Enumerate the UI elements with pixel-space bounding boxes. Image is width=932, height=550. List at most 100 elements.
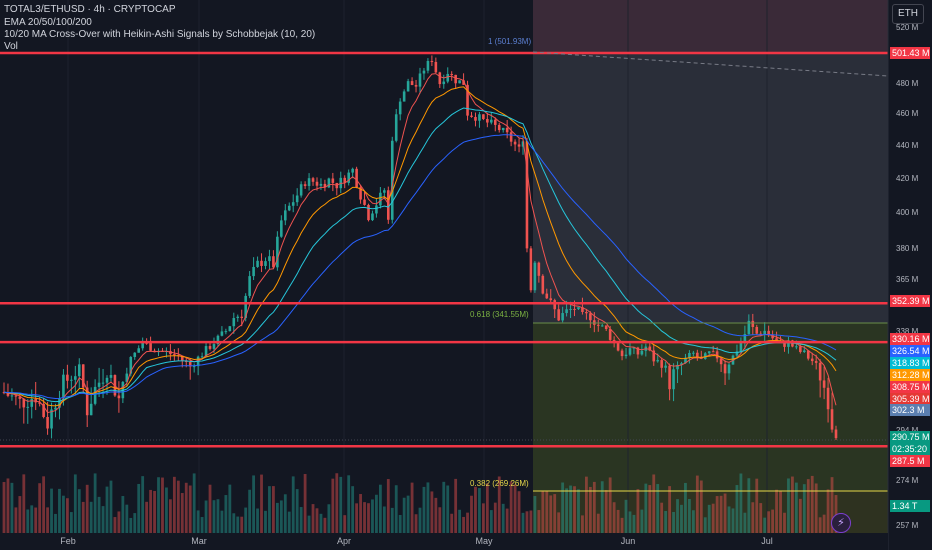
candle-body	[795, 346, 798, 348]
volume-bar	[42, 476, 46, 533]
price-tag: 318.83 M	[890, 357, 930, 369]
candle-body	[125, 373, 129, 382]
volume-bar	[26, 509, 30, 533]
candle-body	[347, 172, 350, 183]
volume-bar	[46, 507, 49, 533]
candle-body	[81, 364, 85, 388]
candle-body	[319, 183, 323, 186]
volume-bar	[561, 482, 565, 533]
volume-bar	[10, 482, 14, 533]
volume-bar	[612, 502, 616, 533]
candle-body	[814, 361, 818, 363]
candle-body	[826, 387, 830, 410]
volume-bar	[232, 513, 236, 533]
volume-bar	[93, 473, 97, 533]
candle-body	[723, 364, 727, 374]
volume-bar	[481, 503, 485, 533]
candle-body	[89, 403, 93, 416]
candle-body	[775, 338, 778, 341]
candle-body	[30, 398, 34, 407]
signals-indicator-label[interactable]: 10/20 MA Cross-Over with Heikin-Ashi Sig…	[4, 29, 316, 40]
volume-bar	[640, 509, 644, 533]
candle-body	[204, 346, 208, 357]
candle-body	[252, 266, 255, 277]
volume-bar	[660, 502, 664, 533]
candle-body	[22, 398, 26, 408]
ema-indicator-label[interactable]: EMA 20/50/100/200	[4, 17, 92, 28]
volume-bar	[588, 486, 592, 533]
candle-body	[589, 313, 592, 321]
volume-bar	[363, 502, 366, 533]
time-axis[interactable]	[0, 533, 888, 550]
candle-body	[755, 326, 759, 334]
volume-bar	[208, 484, 212, 533]
volume-bar	[315, 508, 319, 533]
symbol-title[interactable]: TOTAL3/ETHUSD · 4h · CRYPTOCAP	[4, 4, 176, 15]
volume-bar	[759, 503, 763, 533]
volume-bar	[303, 474, 307, 533]
x-tick-label: Feb	[60, 536, 76, 546]
candle-body	[470, 115, 473, 117]
volume-bar	[474, 486, 477, 533]
volume-bar	[798, 498, 802, 533]
trend-projection-line[interactable]	[532, 51, 889, 77]
x-tick-label: Jul	[761, 536, 773, 546]
volume-bar	[505, 508, 509, 533]
volume-bar	[244, 507, 248, 533]
price-tag: 352.39 M	[890, 295, 930, 307]
candle-body	[315, 181, 319, 186]
candle-body	[129, 356, 133, 374]
candle-body	[680, 363, 683, 365]
currency-button[interactable]: ETH	[892, 4, 924, 24]
candle-body	[684, 357, 687, 364]
candle-body	[105, 377, 109, 383]
candle-body	[406, 81, 410, 92]
volume-bar	[30, 505, 34, 533]
candle-body	[351, 168, 354, 173]
volume-bar	[454, 478, 458, 533]
volume-bar	[307, 515, 311, 533]
volume-bar	[414, 514, 418, 533]
candle-body	[10, 395, 14, 397]
candle-body	[810, 358, 814, 362]
candle-body	[323, 183, 327, 188]
volume-bar	[608, 477, 612, 533]
y-tick-label: 480 M	[896, 79, 919, 88]
candle-body	[54, 407, 57, 410]
candle-body	[719, 358, 723, 365]
volume-bar	[755, 478, 759, 533]
volume-indicator-label[interactable]: Vol	[4, 41, 18, 52]
candle-body	[208, 346, 212, 349]
candle-body	[426, 61, 430, 71]
volume-bar	[636, 489, 640, 533]
volume-bar	[727, 506, 731, 533]
candle-body	[283, 210, 287, 221]
volume-bar	[204, 500, 208, 533]
volume-bar	[85, 484, 89, 533]
volume-bar	[295, 489, 299, 533]
volume-bar	[141, 476, 145, 533]
volume-bar	[264, 510, 267, 533]
candle-body	[363, 199, 366, 205]
price-tag: 312.28 M	[890, 369, 930, 381]
candle-body	[387, 190, 390, 220]
candle-body	[216, 335, 220, 345]
fib-label-1: 1 (501.93M)	[488, 37, 531, 46]
price-tag: 330.16 M	[890, 333, 930, 345]
volume-bar	[691, 510, 695, 533]
volume-bar	[806, 479, 810, 533]
candle-body	[474, 116, 477, 121]
candle-body	[513, 141, 517, 145]
lightning-icon[interactable]: ⚡	[831, 513, 851, 533]
volume-bar	[50, 488, 53, 533]
candle-body	[141, 342, 144, 349]
volume-bar	[58, 488, 61, 533]
candle-body	[822, 380, 826, 388]
volume-bar	[529, 510, 533, 533]
volume-bar	[577, 489, 580, 533]
candle-body	[422, 70, 426, 74]
volume-bar	[6, 478, 10, 533]
volume-bar	[77, 489, 81, 533]
volume-bar	[153, 490, 156, 533]
